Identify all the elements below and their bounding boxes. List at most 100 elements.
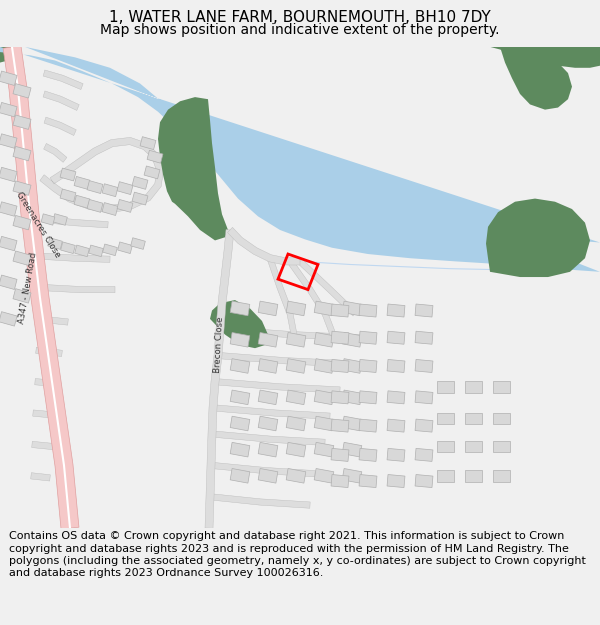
Polygon shape	[490, 47, 600, 68]
Polygon shape	[132, 192, 148, 205]
Polygon shape	[210, 494, 310, 508]
Polygon shape	[331, 419, 349, 432]
Text: Greenacres Close: Greenacres Close	[14, 190, 62, 259]
Polygon shape	[387, 331, 405, 344]
Polygon shape	[38, 316, 68, 325]
Polygon shape	[258, 390, 278, 404]
Polygon shape	[258, 332, 278, 347]
Polygon shape	[331, 474, 349, 488]
Polygon shape	[43, 70, 83, 89]
Polygon shape	[44, 117, 76, 136]
Polygon shape	[286, 390, 306, 404]
Polygon shape	[359, 304, 377, 317]
Polygon shape	[218, 352, 350, 367]
Polygon shape	[415, 448, 433, 461]
Polygon shape	[74, 245, 89, 257]
Polygon shape	[286, 332, 306, 347]
Polygon shape	[74, 195, 90, 208]
Polygon shape	[43, 91, 79, 111]
Polygon shape	[40, 253, 110, 262]
Polygon shape	[117, 182, 133, 194]
Polygon shape	[33, 410, 55, 418]
Polygon shape	[387, 359, 405, 372]
Polygon shape	[0, 236, 17, 251]
Polygon shape	[493, 412, 509, 424]
Polygon shape	[342, 442, 362, 457]
Polygon shape	[258, 442, 278, 457]
Polygon shape	[298, 259, 357, 316]
Polygon shape	[342, 332, 362, 347]
Polygon shape	[0, 134, 17, 148]
Polygon shape	[158, 97, 228, 241]
Polygon shape	[147, 150, 163, 163]
Text: Contains OS data © Crown copyright and database right 2021. This information is : Contains OS data © Crown copyright and d…	[9, 531, 586, 579]
Polygon shape	[0, 47, 20, 63]
Polygon shape	[230, 301, 250, 316]
Polygon shape	[213, 404, 330, 419]
Polygon shape	[314, 390, 334, 404]
Polygon shape	[493, 441, 509, 452]
Polygon shape	[144, 166, 160, 179]
Polygon shape	[359, 448, 377, 461]
Polygon shape	[342, 359, 362, 373]
Polygon shape	[35, 347, 62, 356]
Polygon shape	[44, 216, 108, 228]
Polygon shape	[47, 238, 62, 249]
Polygon shape	[211, 462, 315, 477]
Polygon shape	[0, 275, 17, 289]
Polygon shape	[415, 331, 433, 344]
Polygon shape	[210, 300, 268, 348]
Polygon shape	[13, 146, 31, 161]
Polygon shape	[415, 359, 433, 372]
Polygon shape	[331, 391, 349, 404]
Polygon shape	[331, 304, 349, 317]
Polygon shape	[286, 359, 306, 373]
Polygon shape	[415, 391, 433, 404]
Polygon shape	[493, 381, 509, 392]
Polygon shape	[230, 442, 250, 457]
Text: A347 - New Road: A347 - New Road	[17, 251, 39, 324]
Polygon shape	[314, 332, 334, 347]
Polygon shape	[415, 304, 433, 317]
Polygon shape	[44, 144, 67, 162]
Polygon shape	[359, 331, 377, 344]
Polygon shape	[89, 245, 103, 257]
Polygon shape	[118, 242, 133, 254]
Polygon shape	[3, 46, 79, 529]
Polygon shape	[258, 469, 278, 483]
Polygon shape	[103, 244, 118, 256]
Polygon shape	[342, 390, 362, 404]
Polygon shape	[286, 442, 306, 457]
Polygon shape	[131, 238, 145, 249]
Polygon shape	[464, 441, 482, 452]
Text: 1, WATER LANE FARM, BOURNEMOUTH, BH10 7DY: 1, WATER LANE FARM, BOURNEMOUTH, BH10 7D…	[109, 10, 491, 25]
Polygon shape	[32, 441, 53, 449]
Polygon shape	[230, 359, 250, 373]
Polygon shape	[13, 115, 31, 129]
Polygon shape	[0, 312, 17, 326]
Polygon shape	[87, 199, 103, 212]
Polygon shape	[331, 331, 349, 344]
Polygon shape	[13, 216, 31, 230]
Polygon shape	[13, 181, 31, 196]
Polygon shape	[42, 284, 115, 292]
Polygon shape	[286, 469, 306, 483]
Polygon shape	[220, 326, 360, 341]
Polygon shape	[230, 332, 250, 347]
Polygon shape	[41, 214, 55, 225]
Polygon shape	[61, 242, 76, 254]
Polygon shape	[117, 199, 133, 212]
Polygon shape	[102, 202, 118, 216]
Polygon shape	[359, 359, 377, 372]
Polygon shape	[230, 390, 250, 404]
Polygon shape	[230, 416, 250, 431]
Polygon shape	[464, 381, 482, 392]
Polygon shape	[267, 257, 298, 341]
Polygon shape	[13, 84, 31, 98]
Polygon shape	[286, 416, 306, 431]
Polygon shape	[437, 381, 454, 392]
Polygon shape	[53, 214, 67, 225]
Polygon shape	[287, 259, 338, 341]
Polygon shape	[331, 359, 349, 372]
Polygon shape	[464, 470, 482, 482]
